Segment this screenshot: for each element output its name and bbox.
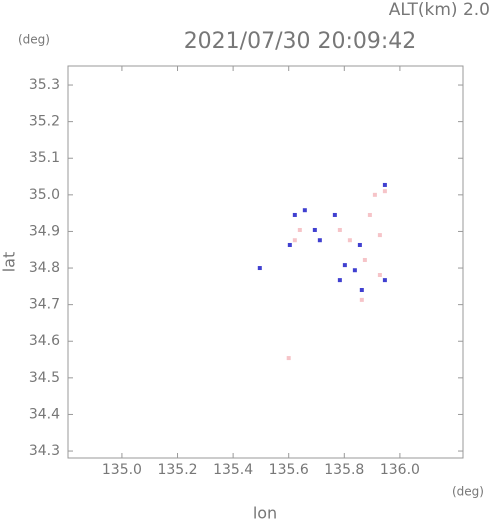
y-tick-label: 34.6 [29, 333, 60, 349]
data-point [337, 227, 342, 232]
y-unit: (deg) [18, 33, 50, 47]
chart-title: 2021/07/30 20:09:42 [184, 29, 417, 54]
x-tick-label: 135.2 [157, 462, 197, 478]
data-point [332, 212, 337, 217]
x-tick-label: 135.4 [213, 462, 253, 478]
data-point [257, 266, 262, 271]
y-tick-label: 34.5 [29, 370, 60, 386]
data-point [367, 212, 372, 217]
data-point [362, 257, 367, 262]
data-point [317, 238, 322, 243]
y-tick-label: 34.7 [29, 297, 60, 313]
data-point [312, 227, 317, 232]
x-unit: (deg) [452, 485, 484, 499]
y-tick-label: 34.4 [29, 406, 60, 422]
x-tick-label: 136.0 [380, 462, 420, 478]
data-point [302, 208, 307, 213]
data-point [292, 238, 297, 243]
data-point [347, 238, 352, 243]
data-point [359, 288, 364, 292]
data-point [382, 189, 387, 194]
y-tick-label: 35.0 [29, 187, 60, 203]
data-point [352, 268, 357, 273]
data-point [377, 272, 382, 277]
plot-frame [67, 65, 464, 459]
y-tick-label: 35.1 [29, 150, 60, 166]
data-point [337, 278, 342, 283]
y-tick-label: 35.2 [29, 114, 60, 130]
data-point [292, 212, 297, 217]
data-point [359, 297, 364, 302]
y-axis-label: lat [0, 252, 19, 273]
x-axis-label: lon [253, 504, 277, 521]
data-point [357, 242, 362, 247]
y-tick-label: 34.8 [29, 260, 60, 276]
data-point [286, 356, 291, 361]
y-tick-label: 35.3 [29, 77, 60, 93]
data-point [382, 278, 387, 283]
data-point [372, 192, 377, 197]
data-point [382, 182, 387, 187]
data-point [287, 242, 292, 247]
y-tick-label: 34.9 [29, 223, 60, 239]
x-tick-label: 135.0 [102, 462, 142, 478]
data-point [297, 227, 302, 232]
data-point [377, 233, 382, 238]
y-tick-label: 34.3 [29, 443, 60, 459]
data-point [342, 263, 347, 268]
x-tick-label: 135.6 [269, 462, 309, 478]
annotation: ALT(km) 2.0 [389, 0, 490, 20]
x-tick-label: 135.8 [324, 462, 364, 478]
